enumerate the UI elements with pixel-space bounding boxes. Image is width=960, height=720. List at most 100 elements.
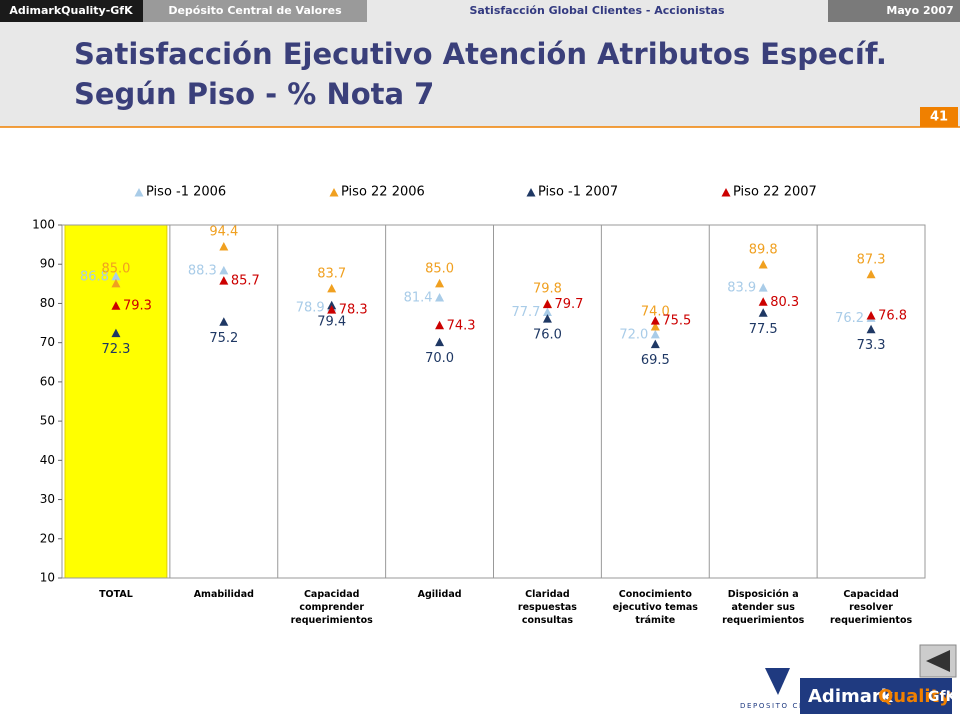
x-tick-label: Agilidad	[417, 589, 462, 600]
data-label: 83.7	[317, 266, 346, 281]
marker	[758, 297, 768, 306]
data-label: 76.0	[533, 328, 562, 343]
marker	[650, 339, 660, 349]
data-label: 74.0	[641, 304, 670, 319]
data-label: 74.3	[447, 318, 476, 333]
marker	[219, 265, 229, 275]
data-label: 87.3	[857, 252, 886, 267]
data-label: 79.3	[123, 299, 152, 314]
marker	[758, 283, 768, 292]
data-label: 78.3	[339, 303, 368, 318]
data-label: 76.2	[835, 311, 864, 326]
adimark-logo-c: GfK	[928, 689, 958, 705]
subtitle: Según Piso - % Nota 7	[74, 77, 434, 111]
marker	[219, 241, 229, 251]
data-label: 72.0	[619, 327, 648, 342]
y-tick-label: 90	[40, 257, 55, 271]
x-tick-label: Conocimiento ejecutivo temas trámite	[612, 589, 698, 626]
marker	[435, 278, 445, 288]
data-label: 83.9	[727, 281, 756, 296]
data-label: 79.7	[554, 297, 583, 312]
legend-marker	[329, 188, 339, 197]
back-button[interactable]	[919, 644, 957, 678]
title: Satisfacción Ejecutivo Atención Atributo…	[74, 37, 887, 71]
marker	[327, 283, 337, 293]
data-label: 85.7	[231, 274, 260, 289]
date-tab	[828, 0, 960, 22]
marker	[435, 292, 445, 302]
data-label: 73.3	[857, 338, 886, 353]
data-label: 77.5	[749, 322, 778, 337]
x-tick-label: Amabilidad	[193, 589, 254, 600]
y-tick-label: 20	[40, 531, 55, 545]
x-tick-label: Disposición a atender sus requerimientos	[722, 589, 805, 626]
study-tab	[367, 0, 828, 22]
legend-marker	[526, 188, 536, 197]
marker	[219, 276, 229, 285]
marker	[219, 317, 229, 326]
marker	[435, 320, 445, 330]
brand: AdimarkQuality-GfK	[9, 4, 133, 17]
data-label: 69.5	[641, 353, 670, 368]
data-label: 89.8	[749, 243, 778, 258]
data-label: 70.0	[425, 351, 454, 366]
marker	[866, 269, 876, 279]
data-label: 76.8	[878, 308, 907, 323]
data-label: 77.7	[511, 305, 540, 320]
data-label: 94.4	[209, 224, 238, 239]
adimark-logo-a: Adimark	[808, 686, 894, 707]
legend-marker	[134, 188, 144, 197]
dcv-logo-mark	[765, 668, 790, 695]
brand-tab	[0, 0, 143, 22]
study: Satisfacción Global Clientes - Accionist…	[469, 4, 725, 17]
back-button-arrow[interactable]	[926, 650, 950, 672]
adimark-logo	[800, 678, 952, 714]
marker	[758, 260, 768, 269]
marker	[327, 300, 337, 310]
data-label: 75.2	[209, 331, 238, 346]
data-label: 79.8	[533, 282, 562, 297]
data-label: 88.3	[188, 263, 217, 278]
x-tick-label: TOTAL	[99, 589, 133, 600]
marker	[650, 316, 660, 325]
marker	[327, 305, 337, 314]
date: Mayo 2007	[886, 4, 953, 17]
title-band	[0, 22, 960, 127]
legend-label: Piso 22 2007	[733, 185, 817, 200]
marker	[111, 278, 121, 288]
data-label: 75.5	[662, 314, 691, 329]
data-label: 85.0	[425, 261, 454, 276]
y-tick-label: 50	[40, 414, 55, 428]
marker	[111, 301, 121, 310]
marker	[758, 308, 768, 317]
y-tick-label: 30	[40, 492, 55, 506]
legend-label: Piso -1 2006	[146, 185, 226, 200]
marker	[542, 299, 552, 309]
marker	[650, 329, 660, 339]
y-tick-label: 70	[40, 335, 55, 349]
data-label: 79.4	[317, 314, 346, 329]
marker	[866, 324, 876, 334]
client-tab	[143, 0, 367, 22]
x-tick-label: Capacidad comprender requerimientos	[290, 589, 373, 626]
marker	[542, 314, 552, 323]
y-tick-label: 60	[40, 374, 55, 388]
data-label: 72.3	[101, 342, 130, 357]
data-label: 85.0	[101, 261, 130, 276]
data-label: 80.3	[770, 295, 799, 310]
legend-label: Piso 22 2006	[341, 185, 425, 200]
data-label: 78.9	[296, 300, 325, 315]
marker	[866, 310, 876, 320]
data-label: 86.8	[80, 269, 109, 284]
y-tick-label: 40	[40, 453, 55, 467]
x-tick-label: Capacidad resolver requerimientos	[829, 589, 913, 626]
marker	[435, 337, 445, 347]
marker	[111, 271, 121, 281]
adimark-logo-b: Quality	[878, 686, 951, 707]
page-box	[920, 107, 958, 127]
marker	[111, 328, 121, 338]
y-tick-label: 100	[32, 218, 55, 232]
marker	[542, 307, 552, 316]
